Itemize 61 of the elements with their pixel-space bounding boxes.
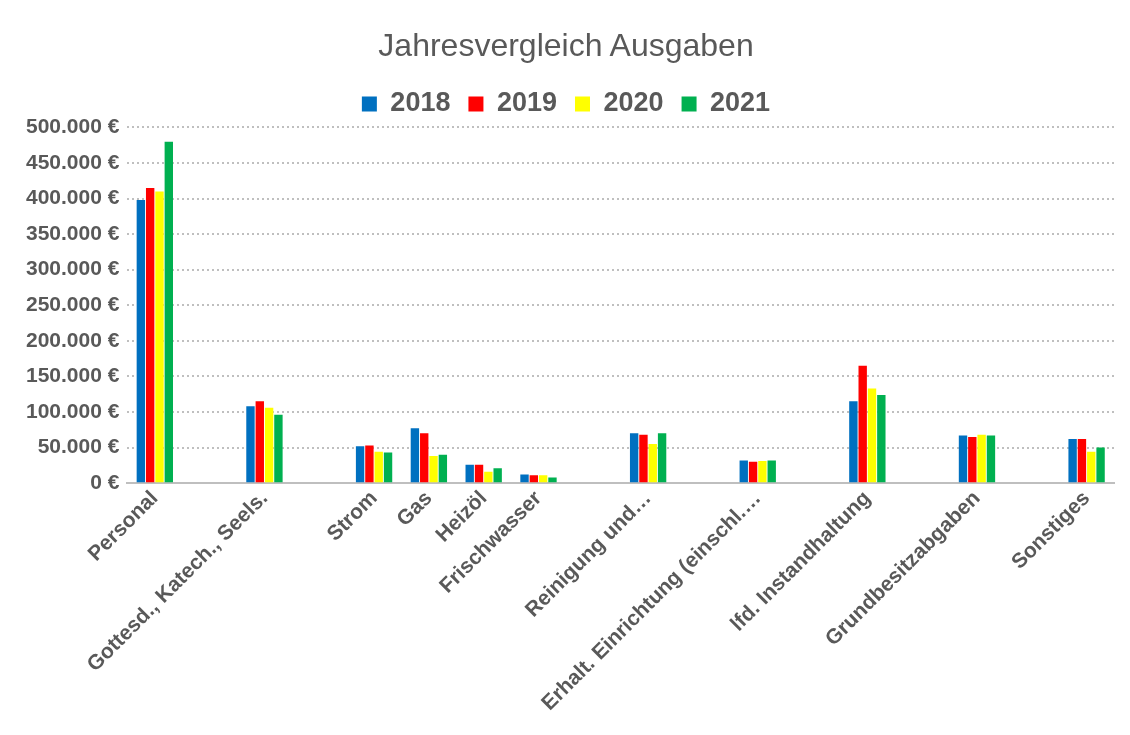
- y-tick-label: 0 €: [90, 469, 120, 493]
- y-tick-label: 150.000 €: [25, 363, 120, 387]
- bar: [145, 187, 155, 483]
- bar: [1096, 447, 1105, 483]
- chart-title: Jahresvergleich Ausgaben: [378, 27, 754, 64]
- bar: [355, 446, 365, 483]
- bar: [968, 436, 977, 483]
- bar: [274, 414, 283, 483]
- bar: [374, 451, 383, 483]
- y-tick-label: 200.000 €: [25, 327, 120, 351]
- bar: [493, 468, 502, 483]
- bar: [648, 444, 657, 483]
- bar: [548, 477, 557, 483]
- bar: [264, 407, 274, 483]
- bar: [136, 199, 146, 483]
- bar: [465, 464, 474, 483]
- bar: [383, 452, 393, 483]
- y-tick-label: 350.000 €: [25, 220, 120, 244]
- bar: [758, 461, 767, 483]
- bar: [639, 434, 648, 483]
- bar: [748, 461, 758, 483]
- bar: [164, 141, 173, 483]
- bar: [867, 388, 877, 483]
- bar: [1077, 439, 1087, 483]
- bar: [246, 406, 255, 483]
- bar: [438, 454, 448, 483]
- bar: [877, 394, 886, 483]
- bar: [977, 434, 986, 483]
- bar: [1087, 451, 1096, 483]
- y-tick-label: 300.000 €: [25, 256, 120, 280]
- bar: [155, 191, 164, 483]
- legend-label: 2020: [603, 87, 664, 118]
- y-tick-label: 50.000 €: [37, 434, 120, 458]
- y-tick-label: 400.000 €: [25, 185, 120, 209]
- bar: [520, 474, 529, 483]
- bar: [529, 475, 539, 483]
- bar: [958, 435, 968, 483]
- bar: [849, 401, 858, 483]
- y-tick-label: 500.000 €: [25, 114, 120, 138]
- y-tick-label: 250.000 €: [25, 292, 120, 316]
- bar: [858, 365, 867, 483]
- bar: [255, 401, 264, 483]
- legend-label: 2021: [710, 87, 771, 118]
- bar: [484, 471, 493, 483]
- y-tick-label: 450.000 €: [25, 149, 120, 173]
- bar: [538, 475, 548, 483]
- bar: [429, 456, 438, 483]
- legend-label: 2018: [390, 87, 451, 118]
- legend-label: 2019: [496, 87, 558, 118]
- bar: [474, 464, 484, 483]
- bar: [767, 460, 776, 483]
- bar: [629, 433, 639, 483]
- y-tick-label: 100.000 €: [25, 398, 120, 422]
- x-tick-label: Gas: [391, 485, 436, 531]
- bar: [365, 445, 374, 483]
- bar: [410, 428, 420, 483]
- bar: [739, 460, 748, 483]
- bar: [1068, 439, 1077, 483]
- bar: [657, 433, 667, 483]
- bar: [420, 433, 429, 483]
- bar: [986, 435, 996, 483]
